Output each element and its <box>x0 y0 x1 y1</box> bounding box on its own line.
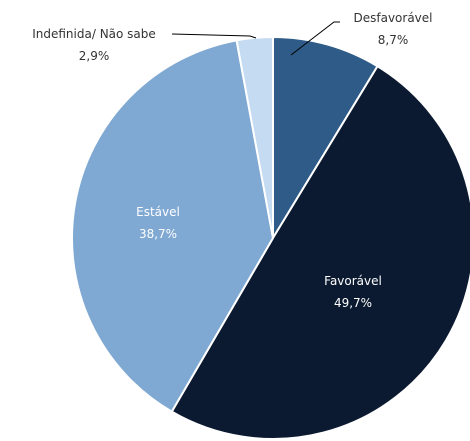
slice-value-desfavoravel: 8,7% <box>378 33 409 47</box>
slice-label-estavel: Estável <box>136 205 180 219</box>
slice-label-favoravel: Favorável <box>324 274 382 288</box>
pie-slice-desfavoravel <box>272 35 379 242</box>
leader-line-desfavoravel <box>290 21 340 56</box>
slice-value-favoravel: 49,7% <box>334 296 372 310</box>
pie-slices <box>71 35 470 441</box>
leader-line-indefinida <box>171 33 257 39</box>
slice-value-estavel: 38,7% <box>139 227 177 241</box>
slice-label-desfavoravel: Desfavorável <box>353 11 432 25</box>
pie-slice-favoravel <box>170 64 470 441</box>
slice-label-indefinida: Indefinida/ Não sabe <box>32 27 156 41</box>
pie-slice-estavel <box>71 39 275 414</box>
slice-value-indefinida: 2,9% <box>79 49 110 63</box>
